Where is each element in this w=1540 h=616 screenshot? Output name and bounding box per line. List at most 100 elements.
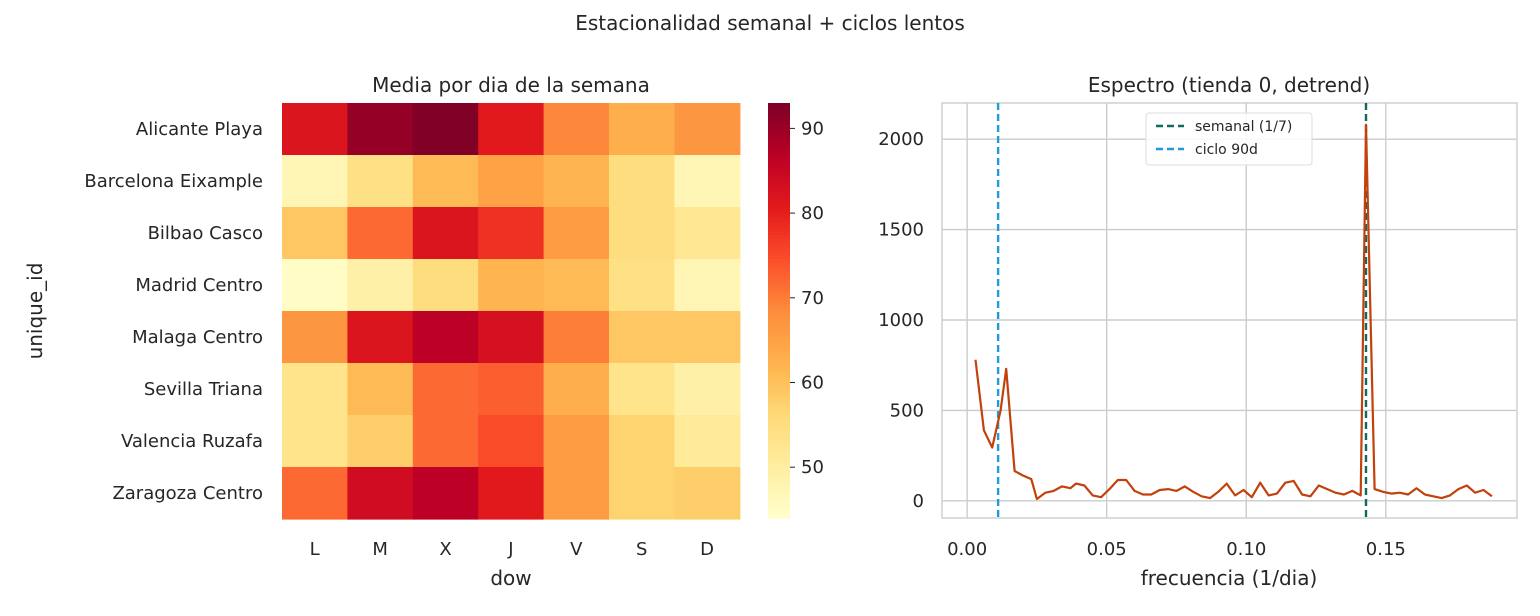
colorbar-segment	[768, 130, 790, 135]
colorbar-segment	[768, 428, 790, 433]
heatmap-cell-5-6	[674, 363, 741, 416]
colorbar-segment	[768, 473, 790, 478]
colorbar-segment	[768, 303, 790, 308]
colorbar-segment	[768, 147, 790, 153]
colorbar-segment	[768, 154, 790, 160]
heatmap-cells	[282, 103, 741, 520]
colorbar-segment	[768, 362, 790, 367]
spectrum-x-tick-label: 0.10	[1226, 539, 1266, 560]
heatmap-x-tick-label: V	[570, 539, 583, 560]
colorbar-segment	[768, 192, 790, 198]
colorbar-segment	[768, 483, 790, 488]
colorbar-segment	[768, 168, 790, 173]
colorbar-segment	[768, 407, 790, 412]
colorbar-segment	[768, 206, 790, 212]
colorbar-segment	[768, 113, 790, 118]
colorbar-segment	[768, 479, 790, 485]
colorbar-segment	[768, 441, 790, 447]
heatmap-cell-1-0	[282, 155, 348, 208]
heatmap-cell-1-1	[347, 155, 414, 208]
colorbar-segment	[768, 272, 790, 277]
colorbar-segment	[768, 376, 790, 381]
legend-label: semanal (1/7)	[1195, 119, 1292, 135]
heatmap-title: Media por dia de la semana	[372, 73, 650, 97]
colorbar-segment	[768, 269, 790, 274]
colorbar-segment	[768, 410, 790, 416]
colorbar-segment	[768, 237, 790, 243]
colorbar-segment	[768, 199, 790, 205]
colorbar-segment	[768, 355, 790, 360]
colorbar-segment	[768, 500, 790, 505]
heatmap-cell-5-2	[412, 363, 479, 416]
heatmap-cell-6-1	[347, 415, 414, 468]
colorbar	[768, 103, 790, 519]
heatmap-cell-0-1	[347, 103, 414, 156]
spectrum-x-tick-label: 0.05	[1087, 539, 1127, 560]
colorbar-segment	[768, 438, 790, 443]
colorbar-segment	[768, 514, 790, 519]
colorbar-segment	[768, 421, 790, 426]
heatmap-panel: Media por dia de la semana L M X J V S D Alica…	[23, 73, 824, 590]
colorbar-segment	[768, 244, 790, 250]
colorbar-segment	[768, 338, 790, 343]
colorbar-segment	[768, 341, 790, 346]
heatmap-cell-3-6	[674, 259, 741, 312]
colorbar-segment	[768, 241, 790, 246]
heatmap-cell-2-6	[674, 207, 741, 260]
colorbar-tick-label: 80	[801, 203, 824, 224]
colorbar-segment	[768, 455, 790, 461]
heatmap-y-axis-label: unique_id	[23, 263, 47, 360]
spectrum-x-tick-label: 0.15	[1366, 539, 1406, 560]
colorbar-segment	[768, 158, 790, 163]
heatmap-cell-3-0	[282, 259, 348, 312]
colorbar-segment	[768, 424, 790, 429]
heatmap-x-tick-label: D	[700, 539, 714, 560]
colorbar-segment	[768, 255, 790, 260]
colorbar-segment	[768, 324, 790, 329]
heatmap-cell-7-6	[674, 467, 741, 520]
spectrum-x-axis-label: frecuencia (1/dia)	[1141, 566, 1318, 590]
colorbar-segment	[768, 217, 790, 222]
colorbar-segment	[768, 289, 790, 295]
colorbar-segment	[768, 345, 790, 350]
colorbar-segment	[768, 383, 790, 388]
colorbar-tick-label: 60	[801, 372, 824, 393]
heatmap-cell-3-4	[543, 259, 610, 312]
heatmap-x-tick-label: X	[439, 539, 451, 560]
colorbar-segment	[768, 262, 790, 267]
colorbar-segment	[768, 123, 790, 129]
spectrum-title: Espectro (tienda 0, detrend)	[1088, 73, 1370, 97]
colorbar-segment	[768, 466, 790, 471]
colorbar-segment	[768, 493, 790, 499]
heatmap-cell-7-1	[347, 467, 414, 520]
colorbar-segment	[768, 459, 790, 464]
heatmap-x-tick-label: L	[310, 539, 320, 560]
colorbar-segment	[768, 445, 790, 450]
heatmap-y-ticks: Alicante Playa Barcelona Eixample Bilbao C…	[84, 119, 263, 504]
heatmap-y-tick-label: Barcelona Eixample	[84, 171, 263, 192]
colorbar-segment	[768, 307, 790, 312]
colorbar-segment	[768, 258, 790, 263]
heatmap-cell-7-3	[478, 467, 545, 520]
heatmap-cell-5-1	[347, 363, 414, 416]
colorbar-tick-label: 70	[801, 288, 824, 309]
colorbar-segment	[768, 141, 790, 146]
colorbar-segment	[768, 227, 790, 232]
colorbar-segment	[768, 161, 790, 167]
colorbar-segment	[768, 213, 790, 218]
colorbar-segment	[768, 320, 790, 326]
heatmap-y-tick-label: Alicante Playa	[136, 119, 263, 140]
colorbar-segment	[768, 313, 790, 319]
colorbar-segment	[768, 486, 790, 492]
colorbar-segment	[768, 134, 790, 139]
colorbar-segment	[768, 372, 790, 378]
heatmap-x-tick-label: J	[507, 539, 513, 560]
colorbar-segment	[768, 431, 790, 436]
heatmap-cell-1-5	[609, 155, 675, 208]
heatmap-cell-7-2	[412, 467, 479, 520]
spectrum-series-line	[974, 123, 1493, 501]
heatmap-cell-4-2	[412, 311, 479, 364]
colorbar-segment	[768, 358, 790, 364]
heatmap-cell-7-4	[543, 467, 610, 520]
